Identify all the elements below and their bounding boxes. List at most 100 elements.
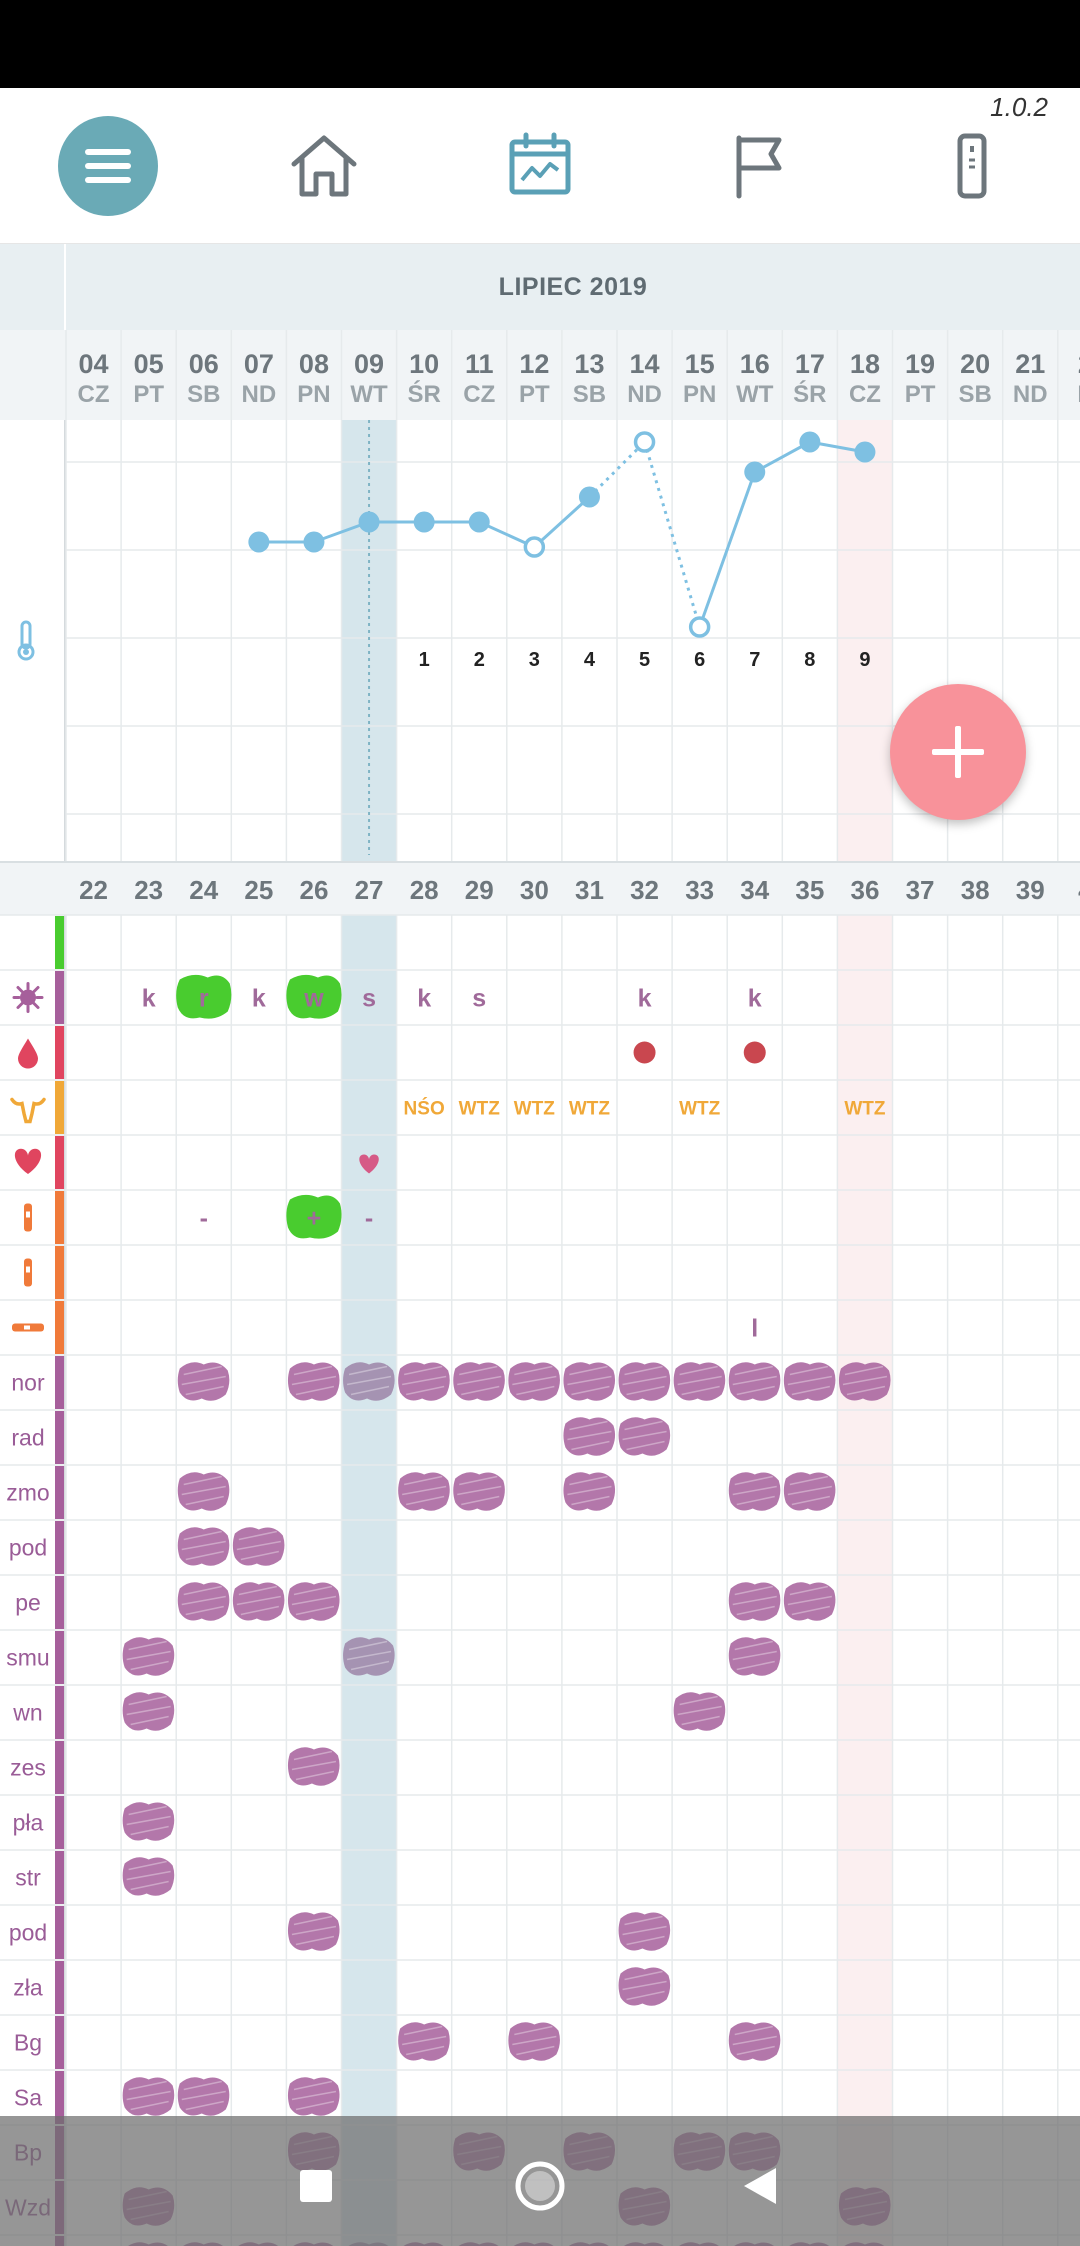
back-triangle-icon <box>744 2168 776 2204</box>
temperature-point-open[interactable] <box>688 616 711 638</box>
highlight-scribble <box>176 974 232 1019</box>
flag-tab[interactable] <box>707 116 807 216</box>
day-name: ŚR <box>407 380 440 408</box>
bleeding-dot[interactable] <box>743 1041 766 1064</box>
mucus-label: WTZ <box>569 1099 611 1120</box>
home-tab[interactable] <box>274 116 374 216</box>
symptom-scribble[interactable] <box>343 1637 395 1676</box>
day-name: PT <box>905 381 936 408</box>
day-name: P <box>1077 381 1080 408</box>
symptom-scribble[interactable] <box>232 1527 285 1566</box>
temperature-point-open[interactable] <box>633 431 656 453</box>
bleeding-dot[interactable] <box>633 1041 656 1064</box>
symptom-scribble[interactable] <box>398 1362 450 1401</box>
symptom-scribble[interactable] <box>287 1362 340 1401</box>
symptom-scribble[interactable] <box>343 1362 395 1401</box>
symptom-scribble[interactable] <box>398 2022 450 2061</box>
cycle-day-number: 25 <box>244 875 273 905</box>
row-label-pe: pe <box>15 1590 41 1616</box>
symptom-scribble[interactable] <box>783 1582 836 1621</box>
back-button[interactable] <box>720 2146 800 2226</box>
temperature-point[interactable] <box>248 531 270 553</box>
symptom-scribble[interactable] <box>453 1472 505 1511</box>
temperature-point[interactable] <box>413 511 435 533</box>
cycle-day-number: 31 <box>575 875 604 905</box>
symptom-scribble[interactable] <box>618 1912 671 1951</box>
symptom-scribble[interactable] <box>177 1582 230 1621</box>
symptom-scribble[interactable] <box>728 1362 781 1401</box>
symptom-scribble[interactable] <box>177 2077 230 2116</box>
symptom-scribble[interactable] <box>453 1362 505 1401</box>
row-color-bar <box>55 1741 64 1794</box>
symptom-scribble[interactable] <box>177 1362 230 1401</box>
symptom-scribble[interactable] <box>508 1362 560 1401</box>
recents-button[interactable] <box>276 2146 356 2226</box>
symptom-scribble[interactable] <box>122 1692 175 1731</box>
symptom-mark: r <box>199 985 209 1013</box>
temperature-point[interactable] <box>744 461 766 483</box>
symptom-scribble[interactable] <box>287 1582 340 1621</box>
menu-button[interactable] <box>58 116 158 216</box>
symptom-scribble[interactable] <box>728 1637 781 1676</box>
day-number: 08 <box>299 349 329 379</box>
row-color-bar <box>55 1356 64 1409</box>
temperature-point[interactable] <box>358 511 380 533</box>
heart-mark[interactable] <box>359 1154 379 1174</box>
symptom-mark: k <box>417 985 431 1013</box>
temperature-point[interactable] <box>854 441 876 463</box>
temperature-point[interactable] <box>303 531 325 553</box>
symptom-scribble[interactable] <box>563 1362 616 1401</box>
day-number: 12 <box>519 349 549 379</box>
day-number: 19 <box>905 349 935 379</box>
symptom-scribble[interactable] <box>287 1912 340 1951</box>
symptom-scribble[interactable] <box>232 1582 285 1621</box>
symptom-scribble[interactable] <box>728 1582 781 1621</box>
symptom-scribble[interactable] <box>728 1472 781 1511</box>
mucus-label: WTZ <box>459 1099 501 1120</box>
device-tab[interactable] <box>922 116 1022 216</box>
temperature-point-open[interactable] <box>523 536 546 558</box>
symptom-scribble[interactable] <box>618 1417 671 1456</box>
symptom-scribble[interactable] <box>838 1362 891 1401</box>
symptom-scribble[interactable] <box>563 1417 616 1456</box>
mucus-label: WTZ <box>844 1099 886 1120</box>
symptom-scribble[interactable] <box>783 1362 836 1401</box>
symptom-scribble[interactable] <box>177 1472 230 1511</box>
day-number: 14 <box>630 349 660 379</box>
temperature-point[interactable] <box>578 486 600 508</box>
cycle-day-number: 35 <box>795 875 824 905</box>
symptom-scribble[interactable] <box>618 1362 671 1401</box>
symptom-scribble[interactable] <box>122 1857 175 1896</box>
symptom-scribble[interactable] <box>287 2077 340 2116</box>
day-number: 20 <box>960 349 990 379</box>
day-name: PN <box>297 381 330 408</box>
mucus-label: NŚO <box>404 1098 445 1120</box>
symptom-scribble[interactable] <box>122 1637 175 1676</box>
month-band-left <box>0 244 64 330</box>
temperature-line-segment <box>588 440 646 499</box>
today-column-highlight <box>341 420 397 2246</box>
add-entry-button[interactable] <box>890 684 1026 820</box>
symptom-scribble[interactable] <box>783 1472 836 1511</box>
temperature-point[interactable] <box>799 431 821 453</box>
month-title: LIPIEC 2019 <box>66 244 1080 330</box>
symptom-scribble[interactable] <box>177 1527 230 1566</box>
test-strip-icon <box>24 1258 32 1287</box>
highlight-scribble <box>286 974 342 1019</box>
symptom-scribble[interactable] <box>122 2077 175 2116</box>
symptom-scribble[interactable] <box>673 1362 726 1401</box>
symptom-scribble[interactable] <box>563 1472 616 1511</box>
temperature-point[interactable] <box>468 511 490 533</box>
day-number: 21 <box>1015 349 1045 379</box>
symptom-scribble[interactable] <box>673 1692 726 1731</box>
home-button[interactable] <box>500 2146 580 2226</box>
symptom-scribble[interactable] <box>618 1967 671 2006</box>
row-color-bar <box>55 1576 64 1629</box>
symptom-scribble[interactable] <box>508 2022 560 2061</box>
calendar-tab[interactable] <box>490 116 590 216</box>
symptom-scribble[interactable] <box>287 1747 340 1786</box>
symptom-scribble[interactable] <box>122 1802 175 1841</box>
day-name: CZ <box>463 381 495 408</box>
symptom-scribble[interactable] <box>728 2022 781 2061</box>
symptom-scribble[interactable] <box>398 1472 450 1511</box>
